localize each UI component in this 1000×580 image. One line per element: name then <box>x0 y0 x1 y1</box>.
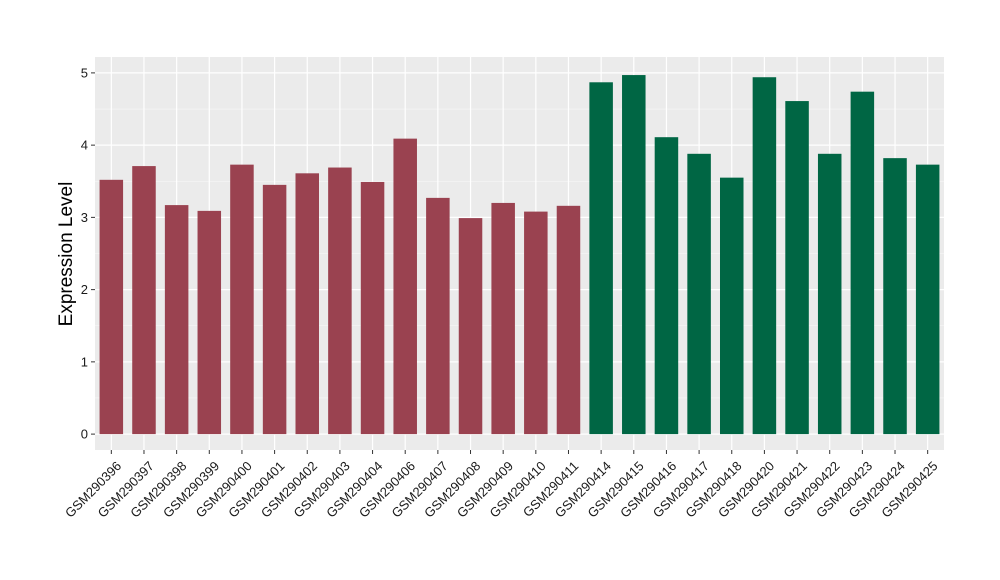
bar-GSM290400 <box>230 164 254 435</box>
y-axis: 0 1 2 3 4 5 <box>81 65 95 442</box>
bar-GSM290404 <box>360 181 385 435</box>
bar-GSM290416 <box>654 137 679 435</box>
bar-GSM290420 <box>752 77 777 435</box>
bar-GSM290401 <box>262 184 287 435</box>
bar-GSM290415 <box>622 75 646 435</box>
bar-GSM290425 <box>915 164 940 435</box>
bar-GSM290398 <box>164 205 189 435</box>
bar-GSM290396 <box>99 179 124 435</box>
bar-GSM290406 <box>393 138 417 435</box>
bar-GSM290422 <box>817 153 842 435</box>
bar-GSM290403 <box>328 167 352 435</box>
bar-GSM290410 <box>524 211 548 435</box>
y-axis-title: Expression Level <box>56 182 77 327</box>
y-tick-label: 5 <box>81 65 88 80</box>
x-axis: GSM290396GSM290397GSM290398GSM290399GSM2… <box>62 450 941 521</box>
y-tick-label: 0 <box>81 427 88 442</box>
bar-GSM290397 <box>132 166 156 435</box>
bar-GSM290409 <box>491 202 515 435</box>
bar-GSM290411 <box>556 205 581 435</box>
y-tick-label: 3 <box>81 210 88 225</box>
y-tick-label: 1 <box>81 354 88 369</box>
y-tick-label: 4 <box>81 138 88 153</box>
bar-GSM290399 <box>197 210 222 435</box>
bar-GSM290407 <box>426 197 450 435</box>
bar-GSM290424 <box>883 158 907 435</box>
bar-GSM290417 <box>687 153 711 435</box>
bar-GSM290418 <box>719 177 744 435</box>
bar-GSM290408 <box>458 218 483 435</box>
bar-GSM290421 <box>785 101 809 435</box>
bar-GSM290402 <box>295 173 320 435</box>
y-tick-label: 2 <box>81 282 88 297</box>
bar-GSM290414 <box>589 82 613 435</box>
bar-GSM290423 <box>850 91 875 435</box>
bars <box>99 75 940 435</box>
